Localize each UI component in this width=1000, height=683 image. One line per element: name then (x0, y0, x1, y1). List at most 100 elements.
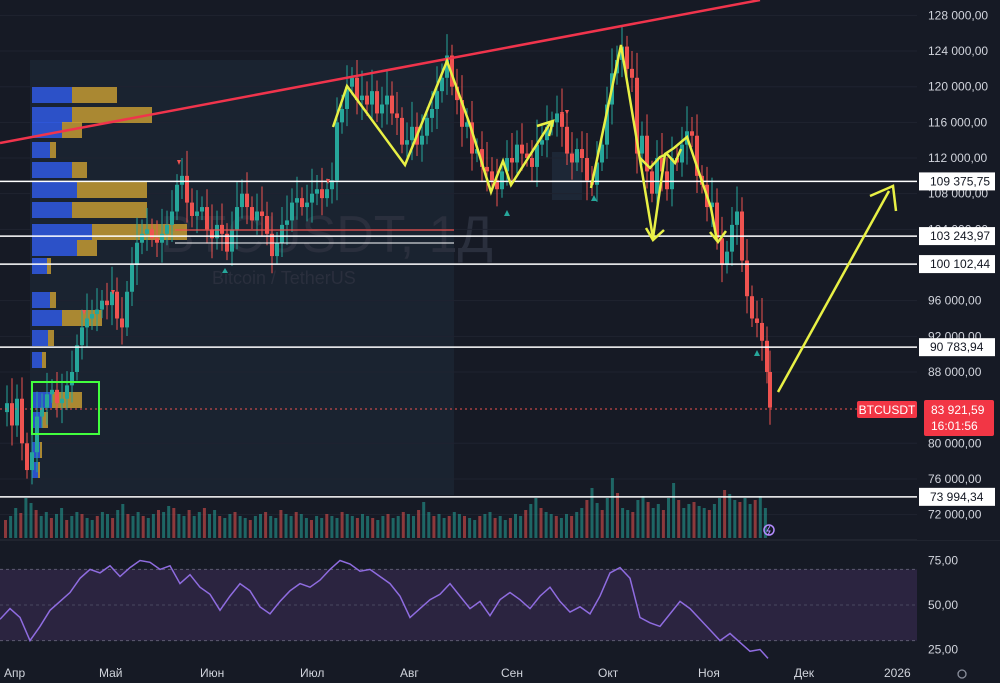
volume-bar (493, 518, 497, 538)
volume-bar (728, 494, 732, 538)
volume-bar (85, 518, 89, 538)
alert-bolt-icon[interactable] (763, 524, 775, 536)
level-label: 73 994,34 (930, 490, 984, 504)
volume-bar (100, 512, 104, 538)
candle-body (755, 318, 759, 323)
volume-bar (748, 504, 752, 538)
candle-body (555, 113, 559, 123)
candle-body (395, 113, 399, 118)
candle-body (340, 108, 344, 123)
candle-body (70, 371, 74, 386)
volume-bar (34, 510, 38, 538)
volume-profile-bar (42, 352, 46, 368)
candle-body (530, 158, 534, 167)
volume-bar (396, 516, 400, 538)
time-tick-label: Дек (794, 666, 815, 680)
volume-bar (595, 503, 599, 538)
candle-body (320, 189, 324, 199)
volume-bar (463, 516, 466, 538)
price-tick-label: 96 000,00 (928, 294, 982, 308)
volume-bar (106, 514, 109, 538)
zigzag-wave-1[interactable] (331, 57, 553, 196)
candle-body (55, 389, 59, 404)
symbol-badge-text: BTCUSDT (859, 403, 916, 417)
candle-body (495, 180, 499, 190)
candle-body (545, 126, 549, 141)
candle-body (25, 443, 29, 471)
support-resistance-levels[interactable] (0, 180, 917, 498)
volume-profile-bar (72, 107, 152, 123)
volume-profile-bar (40, 442, 42, 458)
candle-body (115, 291, 119, 319)
accumulation-box[interactable] (31, 381, 100, 435)
volume-bar (718, 498, 721, 538)
time-tick-label: Июн (200, 666, 224, 680)
projection-arrow[interactable] (776, 190, 891, 393)
candle-body (525, 153, 529, 159)
volume-bar (570, 516, 574, 538)
volume-bar (146, 518, 150, 538)
volume-bar (580, 508, 584, 538)
volume-bar (386, 514, 390, 538)
candle-body (130, 265, 134, 292)
volume-bar (228, 514, 232, 538)
zigzag-wave-2[interactable] (589, 44, 719, 242)
candle-body (660, 158, 664, 172)
candle-body (90, 314, 94, 319)
volume-bar (712, 504, 716, 538)
rsi-pane: 75,00 50,00 25,00 (0, 553, 958, 659)
volume-bar (330, 516, 334, 538)
volume-bar (238, 516, 242, 538)
settings-gear-icon[interactable] (957, 669, 967, 679)
candle-body (470, 122, 474, 154)
volume-bar (213, 510, 217, 538)
swing-low-marker (754, 350, 760, 356)
price-tick-label: 88 000,00 (928, 365, 982, 379)
volume-bar (345, 514, 349, 538)
volume-bar (631, 512, 635, 538)
zigzag-wave-3[interactable] (639, 148, 683, 170)
candle-body (650, 171, 654, 194)
volume-profile-bar (32, 224, 92, 240)
volume-bar (253, 516, 257, 538)
trendline[interactable] (0, 0, 761, 145)
volume-bar (182, 516, 186, 538)
volume-profile-bar (32, 142, 50, 158)
volume-bar (483, 514, 487, 538)
candle-body (690, 131, 694, 136)
swing-high-marker (565, 110, 569, 115)
symbol-badge (857, 401, 917, 418)
volume-bar (172, 508, 176, 538)
price-tick-label: 116 000,00 (928, 115, 987, 129)
time-axis[interactable]: Апр Май Июн Июл Авг Сен Окт Ноя Дек 2026 (4, 666, 911, 680)
volume-bar (350, 516, 354, 538)
volume-bar (19, 513, 23, 538)
candle-body (80, 327, 84, 346)
candle-body (570, 153, 574, 163)
volume-bar (187, 510, 191, 538)
level-label-box (919, 487, 995, 506)
volume-bar (335, 518, 339, 538)
current-price-badge: BTCUSDT 83 921,59 16:01:56 (857, 400, 994, 436)
volume-bar (514, 514, 517, 538)
volume-profile-bar (50, 292, 56, 308)
candle-body (100, 300, 104, 310)
candle-body (720, 238, 724, 265)
volume-profile-bar (32, 107, 72, 123)
candle-body (180, 175, 184, 185)
volume-bar (197, 512, 201, 538)
volume-bar (141, 516, 145, 538)
candle-body (745, 260, 749, 297)
volume-bar (600, 510, 604, 538)
volume-bar (192, 516, 196, 538)
volume-profile-bar (77, 182, 147, 198)
volume-bar (111, 518, 115, 538)
volume-bar (524, 510, 528, 538)
volume-bar (529, 504, 533, 538)
volume-bar (243, 518, 247, 538)
candle-body (670, 158, 674, 190)
time-tick-label: Сен (501, 666, 523, 680)
volume-bar (233, 512, 237, 538)
volume-bar (208, 514, 211, 538)
